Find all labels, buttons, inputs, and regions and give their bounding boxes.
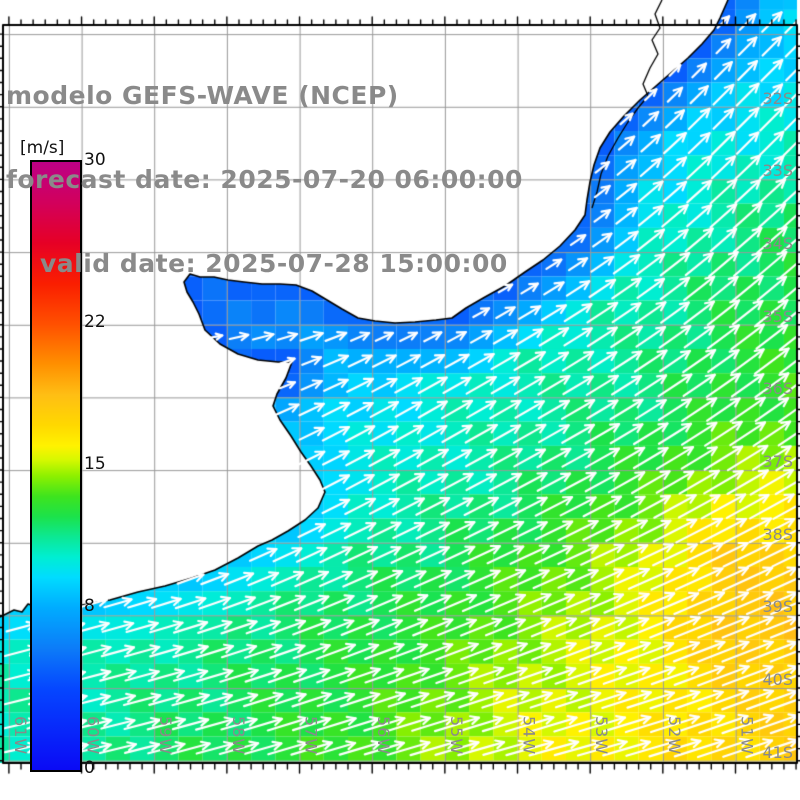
lat-label: 32S [762, 88, 793, 108]
lon-label: 52W [664, 716, 684, 756]
lat-label: 37S [762, 452, 793, 472]
lon-label: 61W [10, 716, 30, 756]
colorbar [30, 160, 82, 772]
lon-label: 59W [156, 716, 176, 756]
title-block: modelo GEFS-WAVE (NCEP) forecast date: 2… [6, 26, 523, 334]
valid-date: valid date: 2025-07-28 15:00:00 [40, 249, 508, 278]
colorbar-tick-label: 22 [84, 312, 106, 333]
colorbar-tick-label: 30 [84, 150, 106, 170]
lat-label: 36S [762, 379, 793, 399]
lat-label: 34S [762, 234, 793, 254]
lat-label: 40S [762, 670, 793, 690]
lon-label: 56W [374, 716, 394, 756]
colorbar-tick-label: 8 [84, 595, 95, 616]
lon-label: 51W [737, 716, 757, 756]
lat-label: 35S [762, 306, 793, 326]
lat-label: 41S [762, 742, 793, 762]
colorbar-tick-label: 15 [84, 454, 106, 474]
lon-label: 60W [83, 716, 103, 756]
lon-label: 55W [446, 716, 466, 756]
lat-label: 39S [762, 597, 793, 617]
model-title: modelo GEFS-WAVE (NCEP) [6, 81, 399, 110]
lon-label: 53W [592, 716, 612, 756]
lat-label: 33S [762, 161, 793, 181]
colorbar-tick-label: 0 [84, 758, 95, 778]
lat-label: 38S [762, 524, 793, 544]
lon-label: 54W [519, 716, 539, 756]
colorbar-unit-label: [m/s] [20, 138, 65, 158]
forecast-date: forecast date: 2025-07-20 06:00:00 [6, 165, 523, 194]
lon-label: 57W [301, 716, 321, 756]
lon-label: 58W [228, 716, 248, 756]
